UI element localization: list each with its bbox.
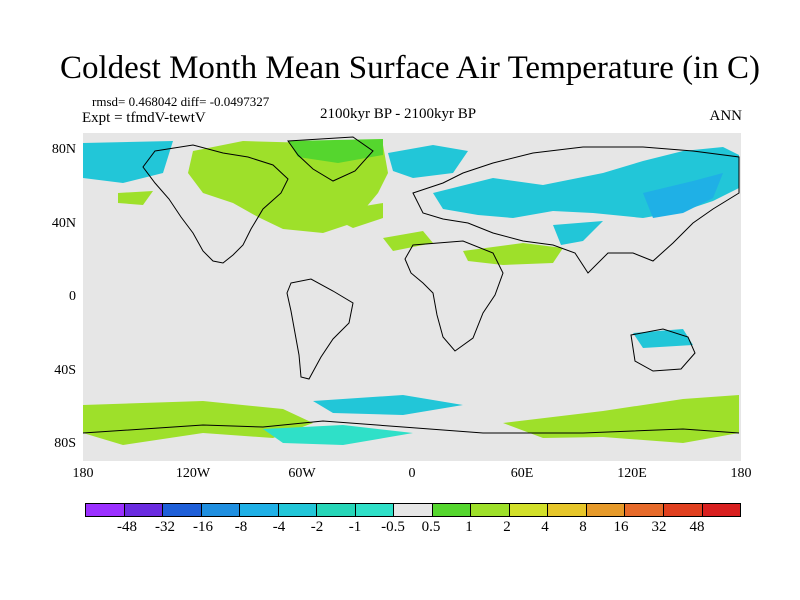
lon-label-120e: 120E bbox=[617, 466, 647, 481]
period-label: 2100kyr BP - 2100kyr BP bbox=[320, 106, 477, 122]
lon-label-60w: 60W bbox=[288, 466, 316, 481]
colorbar-label: -48 bbox=[117, 519, 137, 535]
colorbar-swatch bbox=[586, 504, 626, 516]
lon-label-180e: 180 bbox=[730, 466, 752, 481]
colorbar-swatch bbox=[124, 504, 164, 516]
colorbar-swatch bbox=[702, 504, 741, 516]
anomaly-east-asia-cool bbox=[643, 173, 723, 218]
colorbar-swatch bbox=[163, 504, 202, 516]
lat-label-80s: 80S bbox=[54, 436, 76, 451]
experiment-label: Expt = tfmdV-tewtV bbox=[82, 110, 206, 126]
anomaly-antarctica-warm-east bbox=[503, 395, 739, 443]
anomaly-pacific-north-cool bbox=[83, 141, 173, 183]
coast-north-america bbox=[142, 144, 289, 264]
colorbar-swatch bbox=[625, 504, 664, 516]
colorbar-swatch bbox=[355, 504, 395, 516]
colorbar-swatch bbox=[471, 504, 510, 516]
season-label: ANN bbox=[709, 108, 743, 124]
stats-text: rmsd= 0.468042 diff= -0.0497327 bbox=[92, 94, 270, 109]
lon-label-120w: 120W bbox=[175, 466, 211, 481]
lat-label-40s: 40S bbox=[54, 363, 76, 378]
colorbar-label: -2 bbox=[310, 519, 324, 535]
colorbar-swatch bbox=[548, 504, 587, 516]
colorbar-label: -1 bbox=[348, 519, 362, 535]
anomaly-greenland-warm bbox=[288, 139, 383, 163]
colorbar-swatch bbox=[317, 504, 356, 516]
colorbar bbox=[85, 503, 741, 517]
colorbar-label: -32 bbox=[155, 519, 175, 535]
colorbar-swatch bbox=[278, 504, 318, 516]
colorbar-swatch bbox=[663, 504, 703, 516]
coast-south-america bbox=[286, 278, 354, 380]
anomaly-north-africa-warm bbox=[463, 243, 563, 265]
lat-label-40n: 40N bbox=[51, 216, 76, 231]
colorbar-label: 16 bbox=[613, 519, 629, 535]
coast-australia bbox=[630, 328, 696, 372]
colorbar-label: 32 bbox=[651, 519, 667, 535]
coast-eurasia bbox=[412, 146, 740, 274]
colorbar-swatch bbox=[86, 504, 125, 516]
colorbar-label: -16 bbox=[193, 519, 213, 535]
coast-antarctica bbox=[83, 420, 740, 434]
anomaly-southern-ocean-cool bbox=[313, 395, 463, 415]
anomaly-north-america-warm bbox=[188, 141, 388, 233]
colorbar-swatch bbox=[509, 504, 549, 516]
coast-greenland bbox=[287, 136, 374, 182]
anomaly-atlantic-warm bbox=[323, 203, 383, 228]
map-title: Coldest Month Mean Surface Air Temperatu… bbox=[60, 50, 760, 86]
anomaly-antarctica-cool bbox=[263, 425, 413, 445]
lon-label-0: 0 bbox=[408, 466, 416, 481]
lat-label-80n: 80N bbox=[51, 142, 76, 157]
anomaly-layer bbox=[83, 139, 739, 445]
colorbar-label: 8 bbox=[579, 519, 587, 535]
colorbar-swatch bbox=[394, 504, 433, 516]
world-map bbox=[83, 133, 741, 461]
colorbar-label: -0.5 bbox=[381, 519, 405, 535]
colorbar-label: 4 bbox=[541, 519, 549, 535]
coastlines bbox=[83, 136, 740, 434]
colorbar-label: 1 bbox=[465, 519, 473, 535]
colorbar-swatch bbox=[240, 504, 279, 516]
anomaly-pacific-small-warm bbox=[118, 191, 153, 205]
colorbar-label: 2 bbox=[503, 519, 511, 535]
colorbar-label: -4 bbox=[272, 519, 286, 535]
colorbar-swatch bbox=[201, 504, 241, 516]
colorbar-label: 0.5 bbox=[421, 519, 441, 535]
anomaly-antarctica-warm-west bbox=[83, 401, 313, 445]
lon-label-180w: 180 bbox=[72, 466, 94, 481]
anomaly-north-atlantic-cool bbox=[388, 145, 468, 178]
coast-africa bbox=[404, 240, 504, 352]
lat-label-0: 0 bbox=[69, 289, 76, 304]
colorbar-label: -8 bbox=[234, 519, 248, 535]
colorbar-label: 48 bbox=[689, 519, 705, 535]
colorbar-swatch bbox=[432, 504, 472, 516]
anomaly-atlantic-band-warm bbox=[383, 231, 433, 251]
anomaly-india-cool bbox=[553, 221, 603, 245]
lon-label-60e: 60E bbox=[510, 466, 534, 481]
